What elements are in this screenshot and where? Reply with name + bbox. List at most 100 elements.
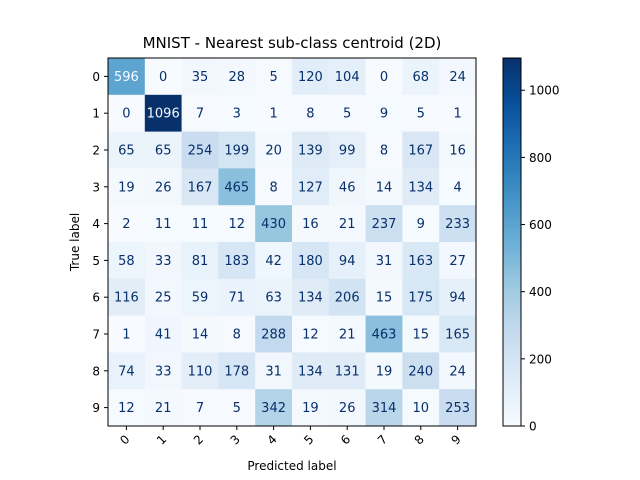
cell-value-label: 180 [298, 254, 323, 269]
cell-value-label: 596 [114, 70, 139, 85]
heatmap-cell [218, 205, 256, 243]
cell-value-label: 58 [118, 254, 135, 269]
heatmap-cell [108, 94, 146, 133]
x-tick-label: 5 [301, 432, 316, 447]
cell-value-label: 21 [155, 401, 172, 416]
cell-value-label: 5 [417, 107, 425, 122]
heatmap-cell [328, 278, 367, 317]
heatmap-cell [108, 205, 146, 243]
cell-value-label: 163 [408, 254, 433, 269]
heatmap-cell [108, 278, 146, 317]
heatmap-cell [218, 352, 256, 390]
heatmap-cell [181, 205, 219, 243]
x-tick-label: 3 [228, 432, 243, 447]
heatmap-cell [292, 168, 330, 206]
heatmap-cell [144, 315, 183, 353]
cell-value-label: 253 [445, 401, 470, 416]
heatmap-cell [365, 58, 403, 96]
cell-value-label: 5 [269, 70, 277, 85]
heatmap-cell [181, 389, 219, 427]
colorbar-tick-label: 600 [529, 218, 552, 232]
heatmap-cell [181, 131, 219, 169]
cell-value-label: 167 [408, 144, 433, 159]
heatmap-cell [255, 131, 293, 169]
cell-value-label: 3 [233, 107, 241, 122]
heatmap-cell [255, 352, 293, 390]
heatmap-cell [328, 168, 367, 206]
cell-value-label: 65 [118, 144, 135, 159]
cell-value-label: 1096 [147, 107, 180, 122]
heatmap-cell [218, 278, 256, 317]
heatmap-cell [108, 168, 146, 206]
heatmap-cell [144, 389, 183, 427]
heatmap-cell [292, 278, 330, 317]
cell-value-label: 134 [298, 291, 323, 306]
colorbar-tick-label: 400 [529, 285, 552, 299]
y-tick-label: 5 [92, 254, 100, 268]
cell-value-label: 104 [335, 70, 360, 85]
heatmap-cell [144, 242, 183, 280]
cell-value-label: 31 [265, 364, 282, 379]
heatmap-cell [439, 168, 477, 206]
cell-value-label: 94 [339, 254, 356, 269]
cell-value-label: 240 [408, 364, 433, 379]
cell-value-label: 2 [122, 217, 130, 232]
heatmap-cell [365, 205, 403, 243]
heatmap-cell [439, 131, 477, 169]
heatmap-cell [255, 389, 293, 427]
heatmap-cell [181, 168, 219, 206]
cell-value-label: 24 [449, 70, 466, 85]
heatmap-cell [181, 242, 219, 280]
heatmap-cell [255, 278, 293, 317]
y-tick-label: 0 [92, 70, 100, 84]
cell-value-label: 5 [343, 107, 351, 122]
cell-value-label: 5 [233, 401, 241, 416]
cell-value-label: 65 [155, 144, 172, 159]
cell-value-label: 63 [265, 291, 282, 306]
x-tick-label: 2 [191, 432, 206, 447]
cell-value-label: 19 [302, 401, 319, 416]
heatmap-cell [144, 131, 183, 169]
cell-value-label: 175 [408, 291, 433, 306]
heatmap-cell [108, 352, 146, 390]
heatmap-cell [181, 58, 219, 96]
x-axis-ticks: 0 1 2 3 4 5 6 7 8 9 [117, 426, 464, 448]
cell-value-label: 28 [229, 70, 246, 85]
heatmap-cell [181, 94, 219, 133]
heatmap-cell [439, 352, 477, 390]
cell-value-label: 11 [192, 217, 209, 232]
heatmap-cell [292, 131, 330, 169]
heatmap-cell [365, 242, 403, 280]
heatmap-cell [218, 315, 256, 353]
y-tick-label: 1 [92, 107, 100, 121]
plot-frame [107, 57, 477, 427]
heatmap-cell [255, 168, 293, 206]
y-tick-label: 9 [92, 401, 100, 415]
cell-value-label: 71 [229, 291, 246, 306]
cell-value-label: 116 [114, 291, 139, 306]
cell-value-label: 463 [372, 328, 397, 343]
heatmap-cell [328, 58, 367, 96]
heatmap-cell [292, 315, 330, 353]
heatmap-cell [144, 168, 183, 206]
heatmap-cell [328, 315, 367, 353]
cell-value-label: 21 [339, 217, 356, 232]
cell-value-label: 167 [188, 180, 213, 195]
heatmap-cell [108, 315, 146, 353]
cell-value-label: 81 [192, 254, 209, 269]
cell-value-label: 7 [196, 107, 204, 122]
heatmap-cell [402, 58, 440, 96]
heatmap-cell [144, 352, 183, 390]
heatmap-cell [402, 205, 440, 243]
cell-value-label: 33 [155, 364, 172, 379]
y-tick-label: 8 [92, 364, 100, 378]
cell-value-label: 342 [261, 401, 286, 416]
cell-value-label: 68 [413, 70, 430, 85]
colorbar-tick-label: 800 [529, 151, 552, 165]
cell-value-label: 206 [335, 291, 360, 306]
heatmap-cell [108, 58, 146, 96]
colorbar-ticks: 0 200 400 600 800 1000 [521, 84, 560, 434]
cell-value-label: 110 [188, 364, 213, 379]
heatmap-cell [144, 58, 183, 96]
